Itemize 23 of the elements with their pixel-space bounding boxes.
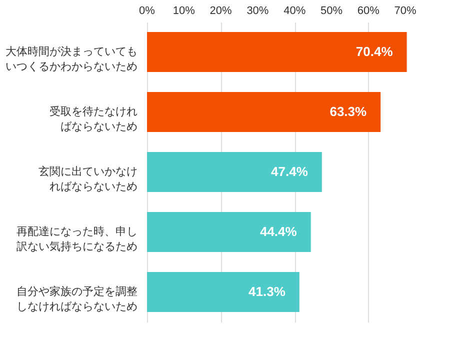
bar — [147, 212, 311, 252]
bar — [147, 272, 300, 312]
bar — [147, 92, 381, 132]
x-tick-label: 20% — [210, 5, 232, 17]
y-tick-label: 再配達になった時、申し訳ない気持ちになるため — [16, 225, 138, 253]
x-tick-label: 0% — [139, 5, 156, 17]
x-tick-label: 50% — [320, 5, 343, 17]
x-tick-label: 10% — [172, 5, 196, 17]
y-tick-label: 大体時間が決まっていてもいつくるかわからないため — [6, 45, 138, 73]
x-tick-label: 70% — [394, 5, 417, 17]
bar — [147, 152, 322, 192]
x-tick-label: 40% — [284, 5, 306, 17]
data-label: 63.3% — [330, 104, 368, 119]
data-label: 41.3% — [248, 284, 286, 299]
y-tick-label: 玄関に出ていかなければならないため — [38, 165, 138, 193]
x-tick-label: 60% — [357, 5, 380, 17]
bar — [147, 32, 407, 72]
data-label: 70.4% — [356, 44, 394, 59]
x-tick-label: 30% — [246, 5, 269, 17]
y-tick-label: 受取を待たなければならないため — [50, 105, 138, 133]
y-tick-label: 自分や家族の予定を調整しなければならないため — [16, 285, 138, 313]
data-label: 47.4% — [271, 164, 308, 179]
data-label: 44.4% — [260, 224, 298, 239]
